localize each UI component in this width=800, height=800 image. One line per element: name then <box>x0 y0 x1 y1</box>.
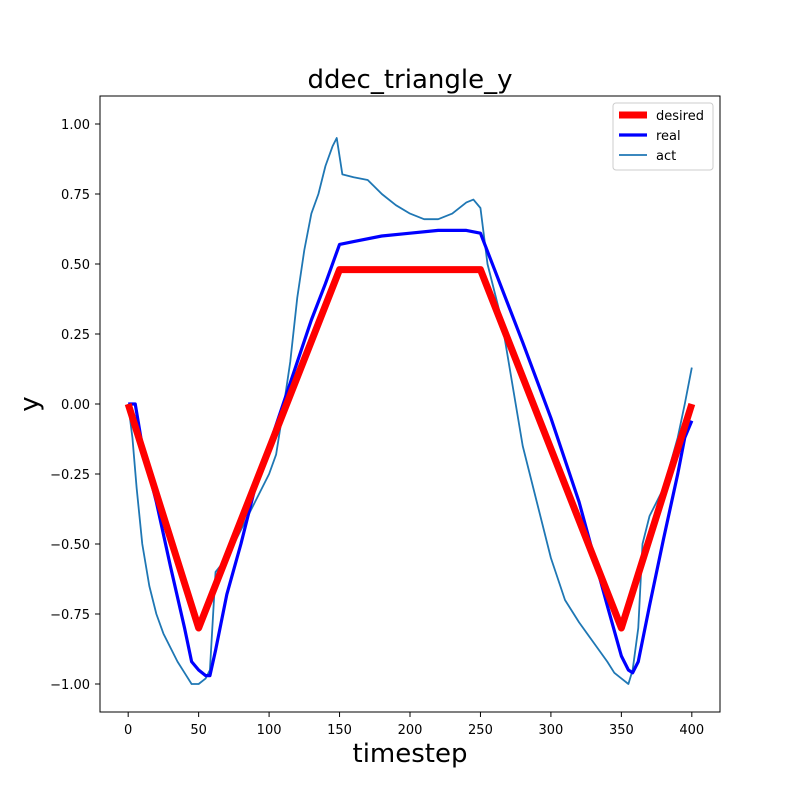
y-tick-label: −0.50 <box>50 538 90 553</box>
y-axis: −1.00 −0.75 −0.50 −0.25 0.00 0.25 0.50 0.75 1.00 <box>50 118 100 693</box>
legend-box <box>612 102 714 171</box>
x-axis-label: timestep <box>353 739 468 769</box>
x-tick-label: 200 <box>398 723 423 738</box>
y-tick-label: −1.00 <box>50 678 90 693</box>
x-tick-label: 50 <box>190 723 207 738</box>
y-tick-label: 0.00 <box>61 398 90 413</box>
series-line-desired <box>124 266 696 632</box>
x-tick-label: 400 <box>679 723 704 738</box>
x-tick-label: 0 <box>124 723 132 738</box>
y-tick-label: 0.50 <box>61 258 90 273</box>
series-line-real <box>128 228 694 678</box>
y-axis-label: y <box>15 396 45 411</box>
legend-label-real: real <box>656 129 681 144</box>
x-axis: 0 50 100 150 200 250 300 350 400 <box>124 712 704 738</box>
legend-label-desired: desired <box>656 109 704 124</box>
x-tick-label: 300 <box>538 723 563 738</box>
x-tick-label: 150 <box>327 723 352 738</box>
plot-area <box>124 137 696 685</box>
chart-title: ddec_triangle_y <box>308 65 513 95</box>
y-tick-label: −0.75 <box>50 608 90 623</box>
x-tick-label: 350 <box>609 723 634 738</box>
legend: desired real act <box>612 102 714 171</box>
series-line-act <box>127 137 693 685</box>
y-tick-label: −0.25 <box>50 468 90 483</box>
legend-label-act: act <box>656 149 676 164</box>
x-tick-label: 250 <box>468 723 493 738</box>
x-tick-label: 100 <box>257 723 282 738</box>
y-tick-label: 1.00 <box>61 118 90 133</box>
y-tick-label: 0.75 <box>61 188 90 203</box>
y-tick-label: 0.25 <box>61 328 90 343</box>
